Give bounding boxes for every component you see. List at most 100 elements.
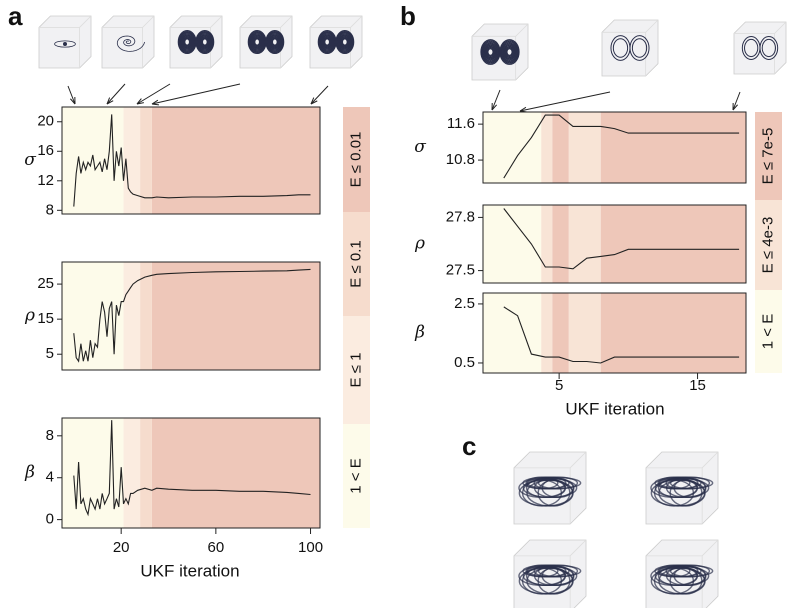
error-band xyxy=(568,112,601,183)
thumbnail-curve xyxy=(533,477,575,499)
x-axis-label: UKF iteration xyxy=(565,399,664,418)
thumbnail-curve xyxy=(665,476,699,490)
error-band xyxy=(483,205,542,283)
attractor-thumbnail xyxy=(513,451,587,525)
thumbnail-curve xyxy=(665,477,707,499)
y-tick-label: 20 xyxy=(37,113,54,130)
thumbnail-curve xyxy=(253,37,261,47)
thumbnail-curve xyxy=(116,35,146,52)
thumbnail-curve xyxy=(250,33,265,51)
data-line xyxy=(503,208,740,270)
y-tick-label: 2.5 xyxy=(454,295,475,312)
pointer-head xyxy=(136,98,144,105)
thumbnail-edge xyxy=(734,21,787,74)
error-band xyxy=(140,418,152,528)
pointer-line xyxy=(519,91,611,112)
thumbnail-curve xyxy=(612,38,629,58)
attractor-thumbnail xyxy=(513,539,587,608)
thumbnail-curve xyxy=(181,35,193,49)
thumbnail-curve xyxy=(178,31,196,53)
thumbnail-curve xyxy=(485,45,496,59)
thumbnail-curve xyxy=(267,33,282,51)
legend-label: E ≤ 1 xyxy=(347,353,364,388)
error-band xyxy=(62,107,124,214)
thumbnail-curve xyxy=(629,35,650,61)
error-band xyxy=(483,293,542,373)
thumbnail-curve xyxy=(199,35,211,49)
error-band xyxy=(123,262,141,370)
panel-label: c xyxy=(462,431,476,461)
error-band xyxy=(552,112,569,183)
thumbnail-curve xyxy=(254,38,261,46)
y-tick-label: 11.6 xyxy=(447,115,475,132)
thumbnail-edge xyxy=(102,15,155,68)
thumbnail-curve xyxy=(341,37,349,47)
thumbnail-curve xyxy=(320,33,335,51)
thumbnail-curve xyxy=(335,29,355,55)
x-tick-label: 60 xyxy=(208,539,225,556)
thumbnail-curve xyxy=(533,564,567,578)
pointer-head xyxy=(151,99,160,106)
y-tick-label: 10.8 xyxy=(446,151,475,168)
error-band xyxy=(151,418,320,528)
thumbnail-curve xyxy=(665,565,707,587)
thumbnail-curve xyxy=(337,33,352,51)
y-axis-label: σ xyxy=(414,137,426,157)
y-axis-label: ρ xyxy=(414,234,425,254)
thumbnail-curve xyxy=(340,36,350,48)
thumbnail-curve xyxy=(324,38,331,46)
thumbnail-curve xyxy=(63,42,67,46)
thumbnail-curve xyxy=(251,35,263,49)
y-axis-label: β xyxy=(24,463,35,483)
legend-swatch xyxy=(755,112,782,200)
x-tick-label: 20 xyxy=(113,539,130,556)
thumbnail-curve xyxy=(195,29,215,55)
error-band xyxy=(62,262,124,370)
thumbnail-curve xyxy=(482,42,499,62)
thumbnail-curve xyxy=(336,31,354,53)
thumbnail-curve xyxy=(248,31,266,53)
thumbnail-curve xyxy=(337,32,353,52)
error-band xyxy=(483,112,542,183)
legend-label: E ≤ 0.1 xyxy=(347,240,364,287)
thumbnail-box xyxy=(645,539,719,608)
thumbnail-box xyxy=(101,15,155,69)
error-band xyxy=(140,107,152,214)
thumbnail-curve xyxy=(339,35,351,49)
legend-label: E ≤ 0.01 xyxy=(347,132,364,188)
plot-frame xyxy=(482,111,747,184)
plot-frame xyxy=(61,261,321,371)
thumbnail-curve xyxy=(744,38,759,58)
y-tick-label: 27.5 xyxy=(446,262,475,279)
legend-swatch xyxy=(343,316,370,424)
thumbnail-curve xyxy=(321,35,333,49)
error-band xyxy=(552,293,569,373)
pointer-head xyxy=(106,97,114,105)
plot-frame xyxy=(482,292,747,374)
legend-swatch xyxy=(755,290,782,373)
error-band xyxy=(140,262,152,370)
thumbnail-curve xyxy=(533,476,567,490)
y-tick-label: 12 xyxy=(37,172,54,189)
thumbnail-curve xyxy=(270,36,280,48)
legend-label: E ≤ 7e-5 xyxy=(759,128,776,185)
attractor-thumbnail xyxy=(645,539,719,608)
thumbnail-curve xyxy=(180,34,194,50)
thumbnail-curve xyxy=(196,31,214,53)
x-tick-label: 100 xyxy=(298,539,323,556)
error-band xyxy=(600,112,746,183)
thumbnail-curve xyxy=(759,36,779,60)
thumbnail-curve xyxy=(180,33,195,51)
legend-swatch xyxy=(755,200,782,290)
y-tick-label: 8 xyxy=(46,201,54,218)
x-tick-label: 15 xyxy=(689,377,706,394)
thumbnail-curve xyxy=(499,39,520,65)
data-line xyxy=(503,114,740,179)
pointer-head xyxy=(491,102,498,111)
thumbnail-curve xyxy=(486,46,495,58)
x-tick-label: 5 xyxy=(555,377,563,394)
thumbnail-curve xyxy=(482,41,499,63)
error-band xyxy=(600,205,746,283)
thumbnail-curve xyxy=(320,34,334,50)
